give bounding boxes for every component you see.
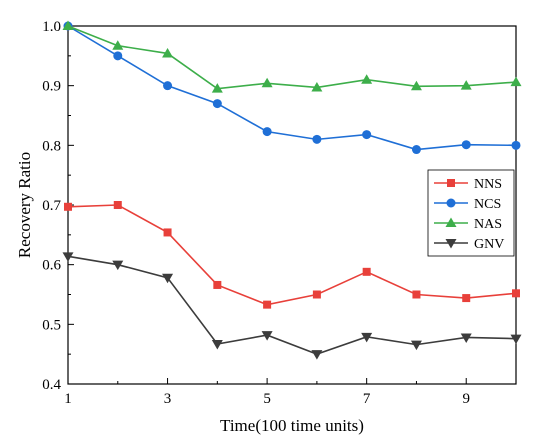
data-point-nas	[311, 81, 323, 92]
data-point-nas	[62, 20, 74, 30]
y-tick-label: 0.4	[42, 377, 61, 393]
legend-item-gnv: GNV	[434, 237, 504, 252]
data-point-gnv	[62, 252, 74, 262]
y-tick-label: 0.9	[42, 79, 61, 95]
data-point-gnv	[211, 340, 223, 350]
legend-label: NAS	[474, 217, 502, 232]
data-point-nas	[460, 80, 472, 90]
y-tick-label: 0.6	[42, 258, 61, 274]
data-point-nas	[211, 83, 223, 93]
legend-item-nns: NNS	[434, 177, 502, 192]
x-tick-label: 5	[263, 391, 271, 407]
data-point-nns	[163, 228, 172, 237]
legend-swatch-marker	[446, 198, 456, 208]
data-point-ncs	[312, 134, 322, 144]
y-tick-label: 1.0	[42, 19, 61, 35]
y-tick-label: 0.5	[42, 317, 61, 333]
data-point-nns	[462, 294, 471, 303]
legend-item-nas: NAS	[434, 217, 502, 232]
data-point-nns	[512, 289, 520, 298]
series-nns	[64, 201, 520, 309]
data-point-nas	[112, 40, 124, 50]
data-point-gnv	[261, 331, 273, 341]
legend-swatch-marker	[445, 239, 457, 249]
data-point-nns	[213, 280, 222, 289]
data-point-nns	[362, 267, 371, 276]
legend-label: GNV	[474, 237, 504, 252]
data-point-nns	[113, 201, 122, 209]
legend-box	[427, 169, 515, 257]
data-point-gnv	[460, 333, 472, 343]
data-point-nas	[410, 80, 422, 91]
series-line-gnv	[67, 255, 517, 356]
series-nas	[62, 20, 522, 93]
data-point-nns	[64, 202, 72, 211]
series-group	[62, 20, 522, 360]
data-point-gnv	[361, 332, 373, 343]
y-tick-label: 0.8	[42, 138, 61, 154]
legend-label: NNS	[474, 177, 502, 192]
data-point-nas	[162, 47, 174, 58]
series-ncs	[63, 21, 521, 155]
x-axis-title: Time(100 time units)	[220, 416, 364, 435]
data-point-nns	[312, 290, 321, 299]
data-point-ncs	[262, 127, 272, 137]
series-line-nas	[67, 25, 517, 90]
series-gnv	[62, 252, 522, 360]
data-point-nns	[263, 300, 272, 309]
data-point-gnv	[410, 340, 422, 351]
legend-swatch-marker	[445, 217, 457, 227]
data-point-nas	[361, 74, 373, 84]
data-point-ncs	[362, 130, 372, 140]
data-point-gnv	[510, 334, 522, 345]
legend-swatch-marker	[447, 179, 455, 187]
series-line-nns	[67, 204, 517, 306]
y-axis-title: Recovery Ratio	[15, 152, 34, 258]
axis-ticks: 1 3 5 7 9 0.4 0.5 0.6 0.7 0.8 0.9 1.0	[42, 19, 517, 407]
series-line-ncs	[67, 25, 517, 151]
data-point-ncs	[163, 81, 173, 91]
data-point-gnv	[162, 273, 174, 284]
data-point-ncs	[113, 51, 123, 61]
legend-label: NCS	[474, 197, 501, 212]
legend-item-ncs: NCS	[434, 197, 501, 212]
data-point-ncs	[411, 145, 421, 155]
legend: NNS NCS NAS GNV	[427, 169, 515, 257]
data-point-ncs	[511, 140, 521, 150]
x-tick-label: 1	[64, 391, 72, 407]
data-point-ncs	[212, 99, 222, 109]
y-tick-label: 0.7	[42, 198, 61, 214]
data-point-ncs	[461, 140, 471, 150]
data-point-nas	[510, 76, 522, 87]
data-point-nas	[261, 77, 273, 88]
data-point-nns	[412, 290, 421, 299]
x-tick-label: 9	[462, 391, 470, 407]
data-point-gnv	[112, 260, 124, 271]
data-point-gnv	[311, 350, 323, 360]
x-tick-label: 3	[164, 391, 172, 407]
x-tick-label: 7	[363, 391, 371, 407]
